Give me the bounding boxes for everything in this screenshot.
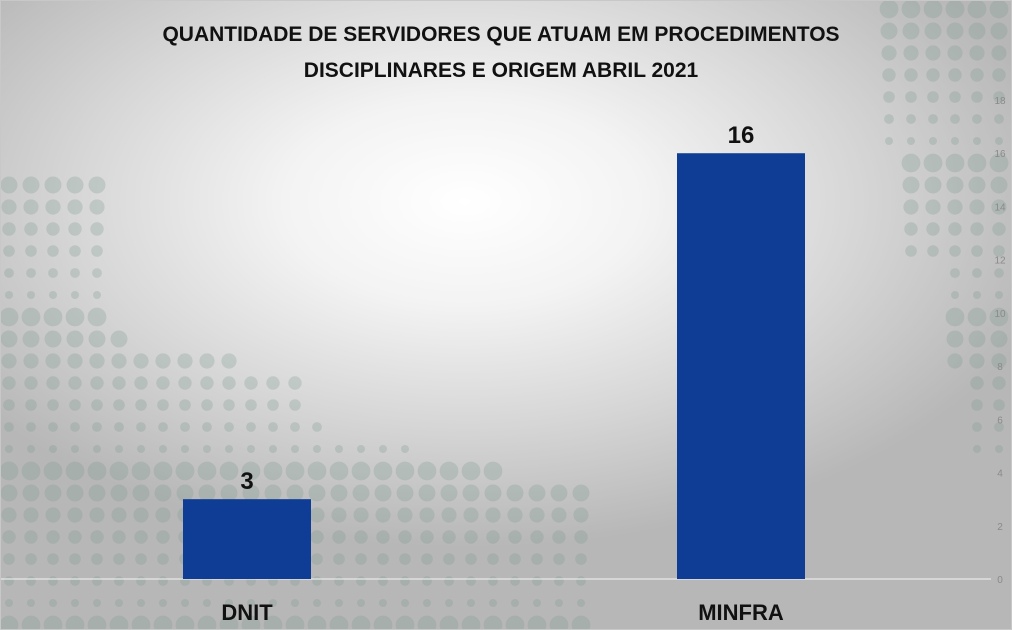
data-label-dnit: 3: [240, 468, 253, 495]
y-tick-label-2: 2: [997, 522, 1003, 533]
chart-title-line-2: DISCIPLINARES E ORIGEM ABRIL 2021: [303, 59, 699, 82]
y-tick-label-12: 12: [994, 256, 1006, 267]
bar-dnit: [183, 499, 311, 579]
y-tick-label-4: 4: [997, 469, 1003, 480]
chart-title-line-1: QUANTIDADE DE SERVIDORES QUE ATUAM EM PR…: [162, 23, 840, 46]
y-tick-label-10: 10: [994, 309, 1006, 320]
x-tick-label-minfra: MINFRA: [698, 600, 784, 625]
y-tick-label-0: 0: [997, 575, 1003, 586]
y-tick-label-6: 6: [997, 415, 1003, 426]
y-tick-label-14: 14: [994, 202, 1006, 213]
y-tick-label-8: 8: [997, 362, 1003, 373]
y-tick-label-16: 16: [994, 149, 1006, 160]
x-tick-label-dnit: DNIT: [221, 600, 273, 625]
y-tick-label-18: 18: [994, 96, 1006, 107]
bar-minfra: [677, 153, 805, 579]
data-label-minfra: 16: [728, 122, 755, 149]
